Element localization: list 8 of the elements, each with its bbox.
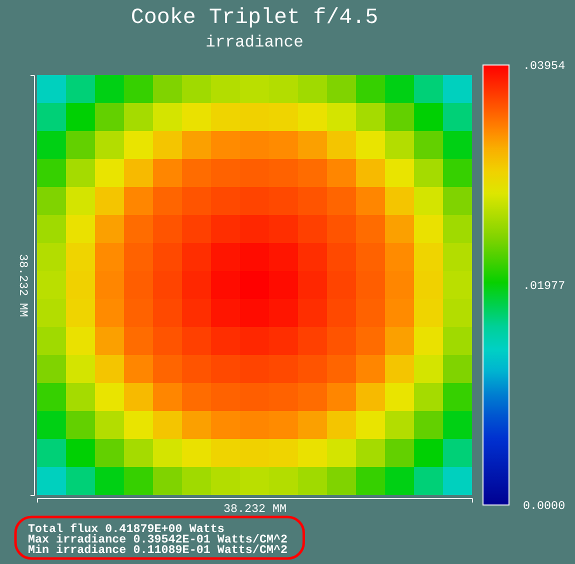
- chart-title: Cooke Triplet f/4.5: [130, 5, 378, 30]
- x-axis-title: 38.232 MM: [223, 502, 287, 516]
- chart-subtitle: irradiance: [206, 32, 304, 52]
- text: Min irradiance 0.11089E-01 Watts/CM^2: [28, 543, 288, 557]
- color-bar-label: 0.0000: [523, 499, 566, 513]
- color-bar-label: .03954: [523, 59, 566, 73]
- color-bar-label: .01977: [523, 279, 566, 293]
- y-axis-title: 38.232 MM: [16, 254, 30, 318]
